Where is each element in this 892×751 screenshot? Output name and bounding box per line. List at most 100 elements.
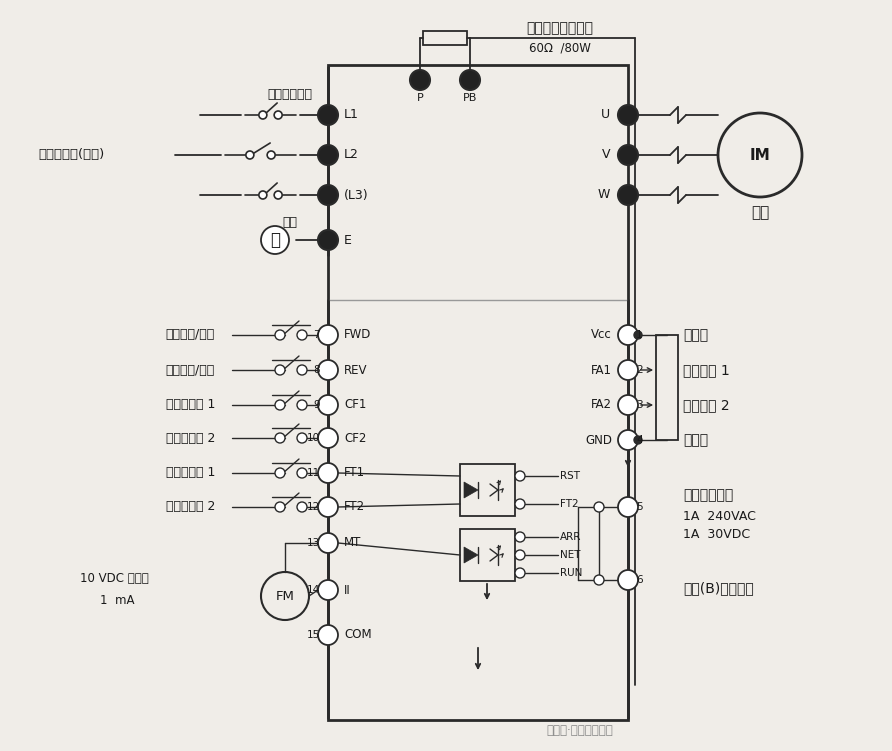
- Text: 正電源: 正電源: [683, 328, 708, 342]
- Text: FA2: FA2: [591, 399, 612, 412]
- Circle shape: [618, 185, 638, 205]
- Circle shape: [274, 111, 282, 119]
- Text: ARR: ARR: [560, 532, 582, 542]
- Circle shape: [410, 70, 430, 90]
- Circle shape: [460, 70, 480, 90]
- Text: 5: 5: [636, 502, 642, 512]
- Text: V: V: [601, 149, 610, 161]
- Circle shape: [318, 105, 338, 125]
- Bar: [656, 335, 678, 440]
- Polygon shape: [464, 482, 478, 498]
- Text: REV: REV: [344, 363, 368, 376]
- Text: 多段速設定 1: 多段速設定 1: [166, 399, 215, 412]
- Text: 1  mA: 1 mA: [100, 593, 135, 607]
- Circle shape: [318, 580, 338, 600]
- Circle shape: [515, 499, 525, 509]
- Bar: [460, 529, 515, 581]
- Text: FT1: FT1: [344, 466, 365, 479]
- Circle shape: [618, 105, 638, 125]
- Text: 多機能端子 2: 多機能端子 2: [166, 500, 215, 514]
- Text: 正轉運轉/停止: 正轉運轉/停止: [166, 328, 215, 342]
- Text: COM: COM: [344, 629, 372, 641]
- Text: 負電源: 負電源: [683, 433, 708, 447]
- Text: RST: RST: [560, 471, 580, 481]
- Circle shape: [634, 436, 642, 444]
- Circle shape: [318, 230, 338, 250]
- Circle shape: [515, 550, 525, 560]
- Text: FT2: FT2: [560, 499, 579, 509]
- Text: 多機能端子 1: 多機能端子 1: [166, 466, 215, 479]
- Circle shape: [515, 568, 525, 578]
- Circle shape: [618, 570, 638, 590]
- Circle shape: [318, 145, 338, 165]
- Circle shape: [318, 185, 338, 205]
- Circle shape: [318, 325, 338, 345]
- Text: 馬達: 馬達: [751, 206, 769, 221]
- Circle shape: [275, 502, 285, 512]
- Text: FM: FM: [276, 590, 294, 602]
- Text: L1: L1: [344, 108, 359, 122]
- Circle shape: [318, 625, 338, 645]
- Circle shape: [618, 497, 638, 517]
- Text: CF1: CF1: [344, 399, 367, 412]
- Text: 反轉運轉/停止: 反轉運轉/停止: [166, 363, 215, 376]
- Text: 接地: 接地: [283, 216, 298, 228]
- Text: 12: 12: [307, 502, 320, 512]
- Text: II: II: [344, 584, 351, 596]
- Text: CF2: CF2: [344, 432, 367, 445]
- Text: 4: 4: [636, 435, 642, 445]
- Text: 類比端子 2: 類比端子 2: [683, 398, 730, 412]
- Text: 3: 3: [636, 400, 642, 410]
- Text: 9: 9: [313, 400, 320, 410]
- Text: 2: 2: [636, 365, 642, 375]
- Circle shape: [275, 400, 285, 410]
- Circle shape: [275, 433, 285, 443]
- Text: ⏚: ⏚: [270, 231, 280, 249]
- Text: PB: PB: [463, 93, 477, 103]
- Text: 15: 15: [307, 630, 320, 640]
- Text: U: U: [601, 108, 610, 122]
- Circle shape: [515, 471, 525, 481]
- Bar: [328, 65, 628, 720]
- Bar: [460, 464, 515, 516]
- Text: 60Ω  /80W: 60Ω /80W: [529, 41, 591, 55]
- Circle shape: [318, 428, 338, 448]
- Circle shape: [318, 395, 338, 415]
- Text: 異常接點輸出: 異常接點輸出: [683, 488, 733, 502]
- Text: MT: MT: [344, 536, 361, 550]
- Text: RUN: RUN: [560, 568, 582, 578]
- Circle shape: [618, 360, 638, 380]
- Text: FWD: FWD: [344, 328, 371, 342]
- Circle shape: [318, 463, 338, 483]
- Circle shape: [274, 191, 282, 199]
- Circle shape: [297, 400, 307, 410]
- Text: 多段速設定 2: 多段速設定 2: [166, 432, 215, 445]
- Text: E: E: [344, 234, 351, 246]
- Circle shape: [318, 533, 338, 553]
- Circle shape: [318, 497, 338, 517]
- Text: 11: 11: [307, 468, 320, 478]
- Circle shape: [275, 468, 285, 478]
- Text: 常閉(B)接點型式: 常閉(B)接點型式: [683, 581, 754, 595]
- Text: 13: 13: [307, 538, 320, 548]
- Polygon shape: [464, 547, 478, 563]
- Circle shape: [618, 430, 638, 450]
- Text: (L3): (L3): [344, 189, 368, 201]
- Circle shape: [267, 151, 275, 159]
- Text: Vcc: Vcc: [591, 328, 612, 342]
- Text: L2: L2: [344, 149, 359, 161]
- Circle shape: [515, 532, 525, 542]
- Text: NET: NET: [560, 550, 581, 560]
- Circle shape: [259, 191, 267, 199]
- Text: 類比端子 1: 類比端子 1: [683, 363, 730, 377]
- Circle shape: [261, 226, 289, 254]
- Text: P: P: [417, 93, 424, 103]
- Circle shape: [594, 502, 604, 512]
- Text: 1: 1: [636, 330, 642, 340]
- Text: IM: IM: [749, 147, 771, 162]
- Text: 8: 8: [313, 365, 320, 375]
- Text: W: W: [598, 189, 610, 201]
- Circle shape: [634, 331, 642, 339]
- Text: 公众号·山东科新教育: 公众号·山东科新教育: [547, 723, 614, 737]
- Circle shape: [618, 145, 638, 165]
